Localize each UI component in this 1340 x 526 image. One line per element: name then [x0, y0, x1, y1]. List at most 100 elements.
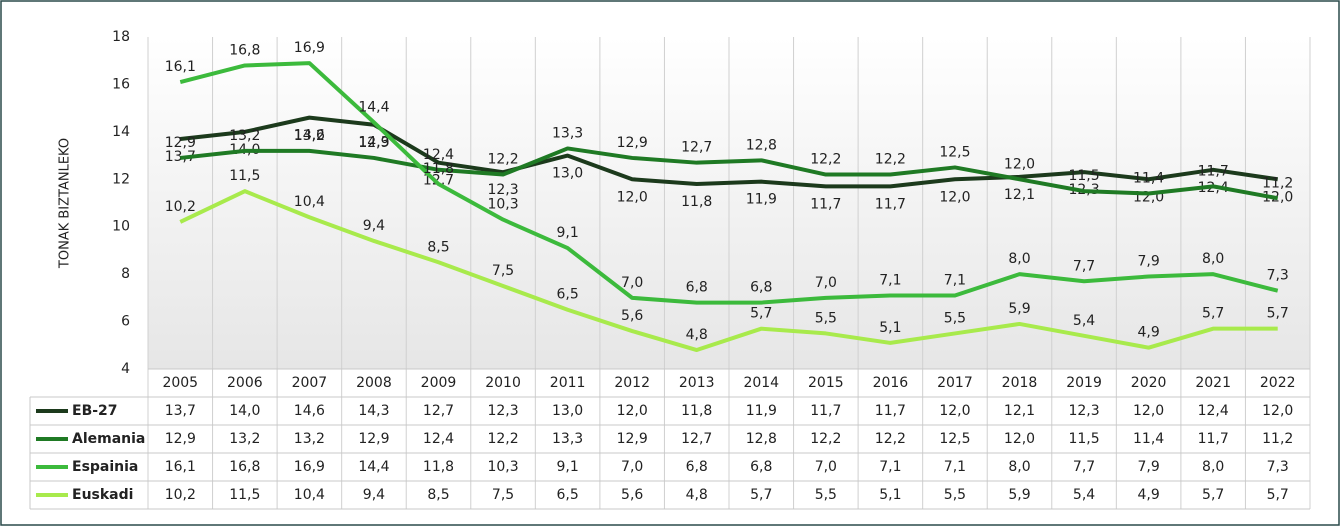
table-cell: 5,4	[1073, 487, 1095, 503]
y-tick-label: 4	[121, 361, 130, 377]
table-cell: 12,1	[1004, 403, 1035, 419]
data-label: 7,3	[1267, 268, 1289, 284]
data-label: 12,2	[487, 152, 518, 168]
data-label: 12,0	[939, 189, 970, 205]
table-cell: 12,3	[487, 403, 518, 419]
data-label: 12,0	[1004, 156, 1035, 172]
table-cell: 12,8	[746, 431, 777, 447]
data-label: 13,2	[229, 128, 260, 144]
legend-label: Espainia	[72, 459, 138, 475]
data-label: 7,9	[1137, 254, 1159, 270]
table-cell: 7,5	[492, 487, 514, 503]
table-cell: 12,4	[423, 431, 454, 447]
data-label: 5,6	[621, 308, 643, 324]
legend-label: Alemania	[72, 431, 145, 447]
data-label: 12,5	[939, 144, 970, 160]
x-tick-label: 2015	[808, 375, 844, 391]
table-cell: 12,0	[1133, 403, 1164, 419]
table-cell: 10,2	[165, 487, 196, 503]
table-cell: 9,1	[556, 459, 578, 475]
data-label: 11,5	[1068, 168, 1099, 184]
x-tick-label: 2020	[1131, 375, 1167, 391]
table-cell: 11,5	[229, 487, 260, 503]
table-cell: 12,0	[1004, 431, 1035, 447]
data-label: 9,1	[556, 225, 578, 241]
table-cell: 11,7	[875, 403, 906, 419]
data-label: 5,5	[815, 310, 837, 326]
table-cell: 12,9	[617, 431, 648, 447]
series-line	[179, 189, 1278, 353]
x-tick-label: 2014	[743, 375, 779, 391]
data-label: 13,2	[294, 128, 325, 144]
table-cell: 14,6	[294, 403, 325, 419]
data-label: 11,7	[875, 196, 906, 212]
table-cell: 13,3	[552, 431, 583, 447]
table-cell: 4,9	[1137, 487, 1159, 503]
data-label: 11,7	[810, 196, 841, 212]
data-label: 11,9	[746, 192, 777, 208]
table-cell: 12,0	[1262, 403, 1293, 419]
data-label: 11,5	[229, 168, 260, 184]
data-label: 11,7	[1198, 163, 1229, 179]
data-label: 12,9	[358, 135, 389, 151]
table-cell: 12,7	[423, 403, 454, 419]
x-tick-label: 2008	[356, 375, 392, 391]
data-label: 6,5	[556, 287, 578, 303]
table-cell: 12,0	[939, 403, 970, 419]
y-tick-label: 12	[112, 171, 130, 187]
table-cell: 7,9	[1137, 459, 1159, 475]
y-tick-label: 8	[121, 266, 130, 282]
data-label: 14,6	[294, 128, 325, 144]
x-tick-label: 2018	[1002, 375, 1038, 391]
table-cell: 5,5	[815, 487, 837, 503]
data-label: 11,8	[423, 161, 454, 177]
x-tick-label: 2012	[614, 375, 650, 391]
table-cell: 14,3	[358, 403, 389, 419]
y-axis-label: TONAK BIZTANLEKO	[58, 138, 73, 269]
table-cell: 6,8	[686, 459, 708, 475]
data-label: 8,0	[1008, 251, 1030, 267]
data-label: 9,4	[363, 218, 385, 234]
data-label: 12,1	[1004, 187, 1035, 203]
table-cell: 12,5	[939, 431, 970, 447]
table-cell: 11,8	[423, 459, 454, 475]
table-cell: 14,4	[358, 459, 389, 475]
legend-label: Euskadi	[72, 487, 133, 503]
table-cell: 11,4	[1133, 431, 1164, 447]
y-tick-label: 18	[112, 29, 130, 45]
data-label: 4,9	[1137, 325, 1159, 341]
table-cell: 16,8	[229, 459, 260, 475]
data-label: 5,5	[944, 310, 966, 326]
data-label: 12,7	[681, 140, 712, 156]
table-cell: 11,7	[810, 403, 841, 419]
data-label: 6,8	[686, 280, 708, 296]
data-label: 7,0	[621, 275, 643, 291]
data-label: 14,4	[358, 99, 389, 115]
table-cell: 10,4	[294, 487, 325, 503]
table-cell: 11,2	[1262, 431, 1293, 447]
table-cell: 12,7	[681, 431, 712, 447]
table-cell: 12,4	[1198, 403, 1229, 419]
x-tick-label: 2006	[227, 375, 263, 391]
data-label: 12,4	[423, 147, 454, 163]
table-cell: 8,0	[1202, 459, 1224, 475]
table-cell: 5,6	[621, 487, 643, 503]
table-cell: 13,2	[229, 431, 260, 447]
table-cell: 16,9	[294, 459, 325, 475]
data-label: 8,5	[427, 239, 449, 255]
table-cell: 11,7	[1198, 431, 1229, 447]
data-label: 12,2	[810, 152, 841, 168]
data-label: 10,3	[487, 197, 518, 213]
table-cell: 12,2	[810, 431, 841, 447]
table-cell: 14,0	[229, 403, 260, 419]
table-cell: 10,3	[487, 459, 518, 475]
x-tick-label: 2011	[550, 375, 586, 391]
x-tick-label: 2016	[873, 375, 909, 391]
data-label: 16,9	[294, 40, 325, 56]
table-cell: 12,2	[875, 431, 906, 447]
table-cell: 12,2	[487, 431, 518, 447]
table-cell: 7,1	[944, 459, 966, 475]
y-tick-label: 16	[112, 76, 130, 92]
table-cell: 11,8	[681, 403, 712, 419]
